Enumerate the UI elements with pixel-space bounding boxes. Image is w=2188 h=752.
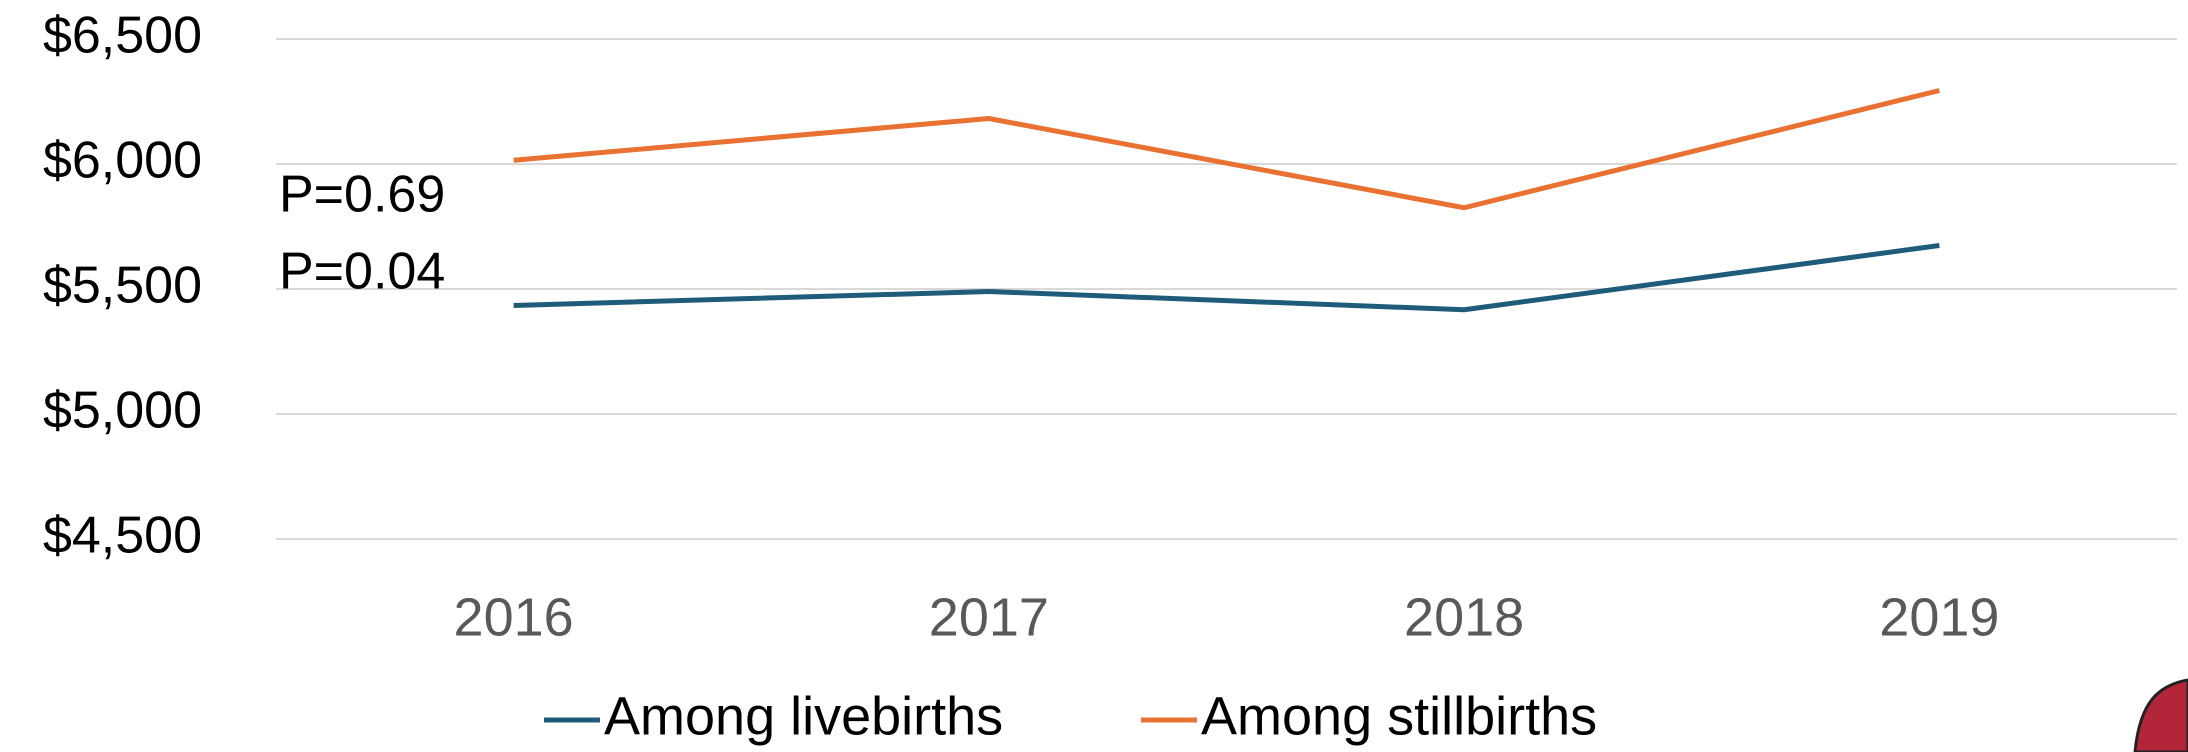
x-tick-label: 2017 [929, 587, 1049, 647]
y-tick-label: $6,000 [43, 132, 202, 190]
y-tick-label: $5,500 [43, 257, 202, 315]
y-tick-label: $4,500 [43, 507, 202, 565]
chart: $4,500 $5,000 $5,500 $6,000 $6,500 2016 2017 20… [0, 0, 2188, 752]
y-tick-label: $5,000 [43, 382, 202, 440]
y-tick-label: $6,500 [43, 7, 202, 65]
legend-label: Among livebirths [604, 686, 1003, 746]
x-tick-label: 2016 [454, 587, 574, 647]
decorative-icon [2135, 680, 2188, 752]
x-tick-label: 2019 [1879, 587, 1999, 647]
legend-label: Among stillbirths [1201, 686, 1597, 746]
annotation: P=0.69 [279, 166, 445, 224]
series-line [514, 91, 1940, 208]
x-tick-label: 2018 [1404, 587, 1524, 647]
annotation: P=0.04 [279, 243, 445, 301]
series-line [514, 246, 1940, 310]
page: {"chart_data": {"type": "line", "categor… [0, 0, 2188, 752]
